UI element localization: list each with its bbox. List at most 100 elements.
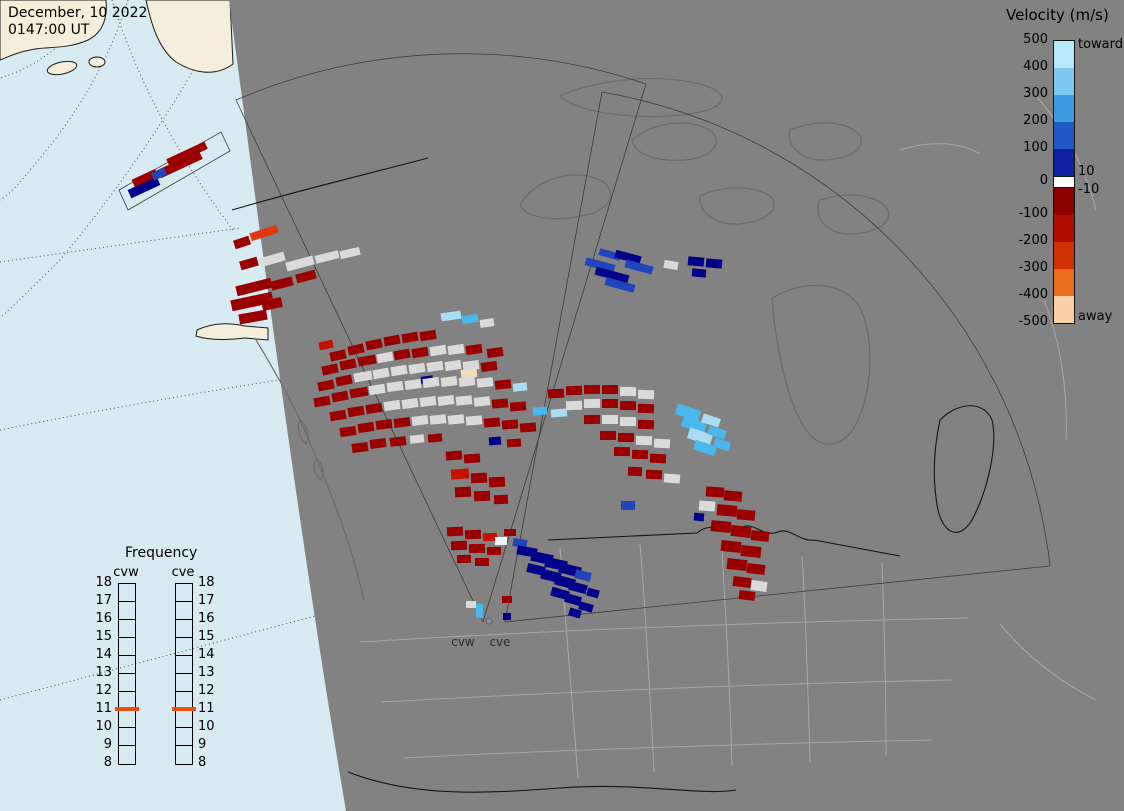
frequency-tick-label: 9	[103, 737, 112, 752]
velocity-cell	[705, 486, 725, 498]
velocity-cell	[127, 176, 161, 199]
velocity-cell	[600, 431, 616, 440]
velocity-colorbar-segment	[1054, 41, 1074, 68]
velocity-cell	[347, 343, 365, 356]
velocity-cell	[368, 383, 386, 396]
velocity-legend-title: Velocity (m/s)	[1006, 6, 1109, 24]
velocity-cell	[329, 349, 347, 362]
frequency-tick-label: 14	[95, 647, 112, 662]
velocity-cell	[150, 167, 168, 181]
velocity-cell	[619, 400, 637, 411]
alaska-peninsula	[195, 323, 269, 341]
velocity-cell	[455, 395, 473, 406]
velocity-cell	[663, 473, 681, 484]
velocity-cell	[427, 433, 443, 443]
velocity-cell	[483, 417, 501, 428]
velocity-cell	[473, 396, 491, 407]
velocity-cell	[486, 346, 504, 359]
velocity-cell	[627, 466, 643, 477]
velocity-colorbar-segment	[1054, 149, 1074, 176]
velocity-tick-label: 300	[1023, 86, 1048, 101]
velocity-cell	[233, 235, 251, 250]
velocity-cell	[482, 532, 498, 542]
velocity-cell	[445, 450, 463, 461]
velocity-cell	[687, 256, 705, 267]
alaska-land-east	[145, 0, 234, 73]
cvw-fan-arc	[235, 53, 647, 101]
velocity-tick-label: -400	[1018, 287, 1048, 302]
date-label: December, 10 2022	[8, 5, 148, 21]
velocity-cell	[512, 382, 528, 392]
velocity-cell	[470, 472, 488, 484]
velocity-cell	[583, 398, 601, 409]
minus-ten-label: -10	[1078, 182, 1100, 197]
velocity-cell	[532, 406, 548, 416]
velocity-cells-layer	[127, 141, 770, 620]
velocity-cell	[568, 607, 582, 619]
frequency-tick-label: 8	[103, 755, 112, 770]
velocity-tick-label: 0	[1039, 173, 1048, 188]
velocity-cell	[456, 554, 472, 564]
velocity-cell	[713, 437, 731, 452]
velocity-cell	[578, 601, 594, 613]
velocity-cell	[746, 562, 766, 576]
frequency-marker	[172, 707, 196, 711]
frequency-scale-box	[119, 638, 135, 656]
velocity-cell	[476, 377, 494, 388]
frequency-scale-box	[119, 674, 135, 692]
velocity-cell	[547, 388, 565, 399]
velocity-cell	[447, 414, 465, 425]
frequency-tick-label: 14	[198, 647, 215, 662]
alaska-land-west	[0, 0, 107, 61]
velocity-cell	[740, 544, 762, 559]
frequency-marker	[115, 707, 139, 711]
velocity-cell	[261, 297, 283, 311]
velocity-cell	[480, 361, 498, 372]
frequency-scale-box	[176, 728, 192, 746]
velocity-colorbar-segment	[1054, 296, 1074, 323]
velocity-cell	[565, 385, 583, 396]
velocity-cell	[447, 343, 465, 356]
velocity-cell	[736, 509, 756, 521]
velocity-cell	[619, 416, 637, 427]
velocity-cell	[468, 543, 486, 554]
velocity-cell	[686, 427, 714, 446]
away-label: away	[1078, 309, 1113, 324]
velocity-cell	[157, 150, 203, 179]
frequency-tick-label: 12	[95, 683, 112, 698]
velocity-cell	[698, 500, 716, 512]
frequency-tick-label: 17	[95, 593, 112, 608]
frequency-legend-title: Frequency	[125, 545, 198, 561]
frequency-scale-box	[119, 710, 135, 728]
velocity-cell	[369, 438, 387, 449]
velocity-cell	[409, 434, 425, 444]
velocity-cell	[444, 359, 462, 372]
velocity-cell	[411, 415, 429, 426]
velocity-cell	[637, 419, 655, 430]
velocity-cell	[691, 268, 707, 278]
frequency-column-header: cvw	[113, 565, 139, 580]
velocity-cell	[426, 360, 444, 373]
cve-fan-right-edge	[504, 565, 1051, 623]
frequency-scale-box	[176, 584, 192, 602]
velocity-cell	[750, 580, 768, 592]
velocity-cell	[329, 409, 347, 422]
velocity-cell	[488, 476, 506, 488]
velocity-cell	[692, 439, 718, 457]
radar-site-label: cve	[489, 635, 510, 649]
frequency-tick-label: 13	[198, 665, 215, 680]
velocity-cell	[491, 398, 509, 409]
coastal-island	[46, 60, 78, 76]
velocity-cell	[464, 529, 482, 540]
velocity-cell	[317, 379, 335, 392]
frequency-tick-label: 12	[198, 683, 215, 698]
velocity-colorbar-segment	[1054, 215, 1074, 242]
velocity-cell	[568, 580, 588, 595]
velocity-cell	[526, 562, 546, 577]
velocity-cell	[602, 385, 618, 394]
velocity-cell	[339, 425, 357, 438]
velocity-cell	[313, 395, 331, 408]
frequency-scale-box	[119, 746, 135, 764]
frequency-column-header: cve	[171, 565, 195, 580]
